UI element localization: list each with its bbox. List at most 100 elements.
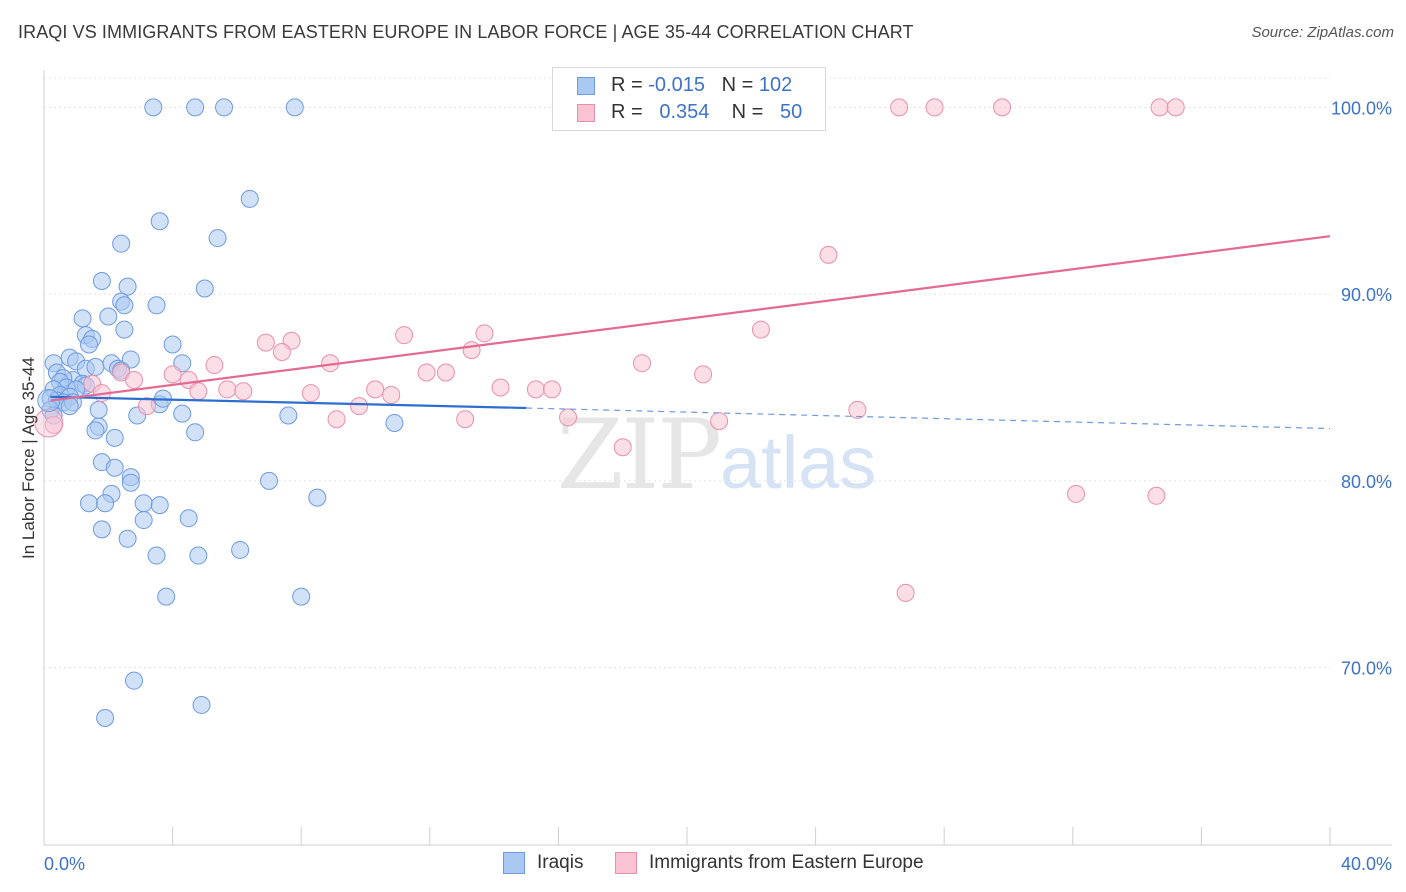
point-iraqis bbox=[60, 397, 79, 416]
legend-swatch-pink bbox=[577, 104, 595, 122]
x-tick-label: 40.0% bbox=[1341, 854, 1392, 874]
point-iraqis bbox=[192, 695, 211, 714]
trend-lines bbox=[50, 235, 1331, 430]
point-iraqis bbox=[115, 296, 134, 315]
point-iraqis bbox=[105, 458, 124, 477]
point-iraqis bbox=[118, 277, 137, 296]
point-eastern-europe bbox=[234, 382, 253, 401]
point-iraqis bbox=[186, 98, 205, 117]
legend-swatch-blue bbox=[503, 852, 525, 874]
point-iraqis bbox=[150, 212, 169, 231]
point-iraqis bbox=[99, 307, 118, 326]
point-eastern-europe bbox=[890, 98, 909, 117]
legend-n-label: N = bbox=[721, 74, 754, 96]
point-iraqis bbox=[89, 400, 108, 419]
watermark-zip: ZIP bbox=[557, 399, 720, 511]
legend-r-label: R = bbox=[611, 101, 643, 123]
point-eastern-europe bbox=[1147, 486, 1166, 505]
point-iraqis bbox=[115, 320, 134, 339]
point-eastern-europe bbox=[395, 326, 414, 345]
point-iraqis bbox=[80, 335, 99, 354]
point-iraqis bbox=[80, 494, 99, 513]
point-eastern-europe bbox=[125, 371, 144, 389]
point-eastern-europe bbox=[613, 438, 632, 457]
legend-n-value: 102 bbox=[758, 74, 793, 96]
point-eastern-europe bbox=[456, 410, 475, 429]
axes bbox=[43, 70, 1392, 846]
trend-line-iraqis bbox=[50, 395, 527, 410]
point-eastern-europe bbox=[137, 397, 156, 416]
point-iraqis bbox=[37, 389, 61, 413]
point-iraqis bbox=[92, 272, 111, 291]
point-eastern-europe bbox=[710, 412, 729, 431]
point-iraqis bbox=[86, 421, 105, 440]
point-iraqis bbox=[163, 335, 182, 354]
point-eastern-europe bbox=[1150, 98, 1169, 117]
legend-r-value: 0.354 bbox=[659, 101, 710, 123]
point-eastern-europe bbox=[301, 384, 320, 403]
legend-label: Immigrants from Eastern Europe bbox=[649, 852, 924, 873]
point-eastern-europe bbox=[205, 356, 224, 375]
stats-legend: R = -0.015 N = 102 R = 0.354 N = 50 bbox=[552, 67, 826, 131]
point-eastern-europe bbox=[526, 380, 545, 399]
y-axis-label: In Labor Force | Age 35-44 bbox=[19, 357, 38, 559]
legend-n-label: N = bbox=[731, 101, 764, 123]
point-iraqis bbox=[157, 587, 176, 606]
point-iraqis bbox=[96, 494, 115, 513]
point-iraqis bbox=[279, 406, 298, 425]
point-eastern-europe bbox=[417, 363, 436, 382]
y-tick-label: 80.0% bbox=[1341, 472, 1392, 492]
source-credit: Source: ZipAtlas.com bbox=[1251, 24, 1394, 41]
point-iraqis bbox=[121, 473, 140, 492]
y-tick-label: 90.0% bbox=[1341, 285, 1392, 305]
point-eastern-europe bbox=[462, 341, 481, 360]
point-eastern-europe bbox=[751, 320, 770, 339]
legend-r-label: R = bbox=[611, 74, 643, 96]
point-eastern-europe bbox=[382, 385, 401, 404]
point-iraqis bbox=[385, 413, 404, 432]
point-iraqis bbox=[260, 471, 279, 490]
legend-swatch-pink bbox=[615, 852, 637, 874]
point-iraqis bbox=[215, 98, 234, 117]
point-eastern-europe bbox=[1067, 484, 1086, 503]
point-iraqis bbox=[105, 428, 124, 447]
legend-label: Iraqis bbox=[537, 852, 584, 873]
point-iraqis bbox=[186, 423, 205, 442]
point-eastern-europe bbox=[34, 408, 64, 438]
point-iraqis bbox=[92, 520, 111, 539]
y-tick-label: 100.0% bbox=[1331, 98, 1392, 118]
point-eastern-europe bbox=[819, 245, 838, 264]
point-eastern-europe bbox=[694, 365, 713, 384]
point-eastern-europe bbox=[896, 583, 915, 602]
point-eastern-europe bbox=[632, 354, 651, 373]
point-eastern-europe bbox=[559, 408, 578, 427]
y-tick-label: 70.0% bbox=[1341, 659, 1392, 679]
point-eastern-europe bbox=[366, 380, 385, 399]
point-eastern-europe bbox=[475, 324, 494, 343]
point-iraqis bbox=[285, 98, 304, 117]
point-iraqis bbox=[125, 671, 144, 690]
point-iraqis bbox=[150, 496, 169, 515]
point-iraqis bbox=[173, 404, 192, 423]
gridlines bbox=[44, 77, 1330, 669]
point-iraqis bbox=[189, 546, 208, 565]
point-iraqis bbox=[179, 509, 198, 528]
point-eastern-europe bbox=[1166, 98, 1185, 117]
point-eastern-europe bbox=[350, 397, 369, 416]
point-iraqis bbox=[147, 296, 166, 315]
trend-line-iraqis-extension bbox=[526, 407, 1331, 430]
point-iraqis bbox=[86, 357, 105, 376]
point-iraqis bbox=[96, 709, 115, 728]
point-eastern-europe bbox=[218, 380, 237, 399]
point-iraqis bbox=[308, 488, 327, 507]
trend-line-eastern-europe bbox=[50, 235, 1331, 402]
point-iraqis bbox=[112, 234, 131, 253]
point-eastern-europe bbox=[327, 410, 346, 429]
point-iraqis bbox=[208, 229, 227, 248]
point-eastern-europe bbox=[436, 363, 455, 382]
point-iraqis bbox=[144, 98, 163, 117]
point-eastern-europe bbox=[542, 380, 561, 399]
point-eastern-europe bbox=[163, 365, 182, 384]
point-iraqis bbox=[231, 540, 250, 559]
